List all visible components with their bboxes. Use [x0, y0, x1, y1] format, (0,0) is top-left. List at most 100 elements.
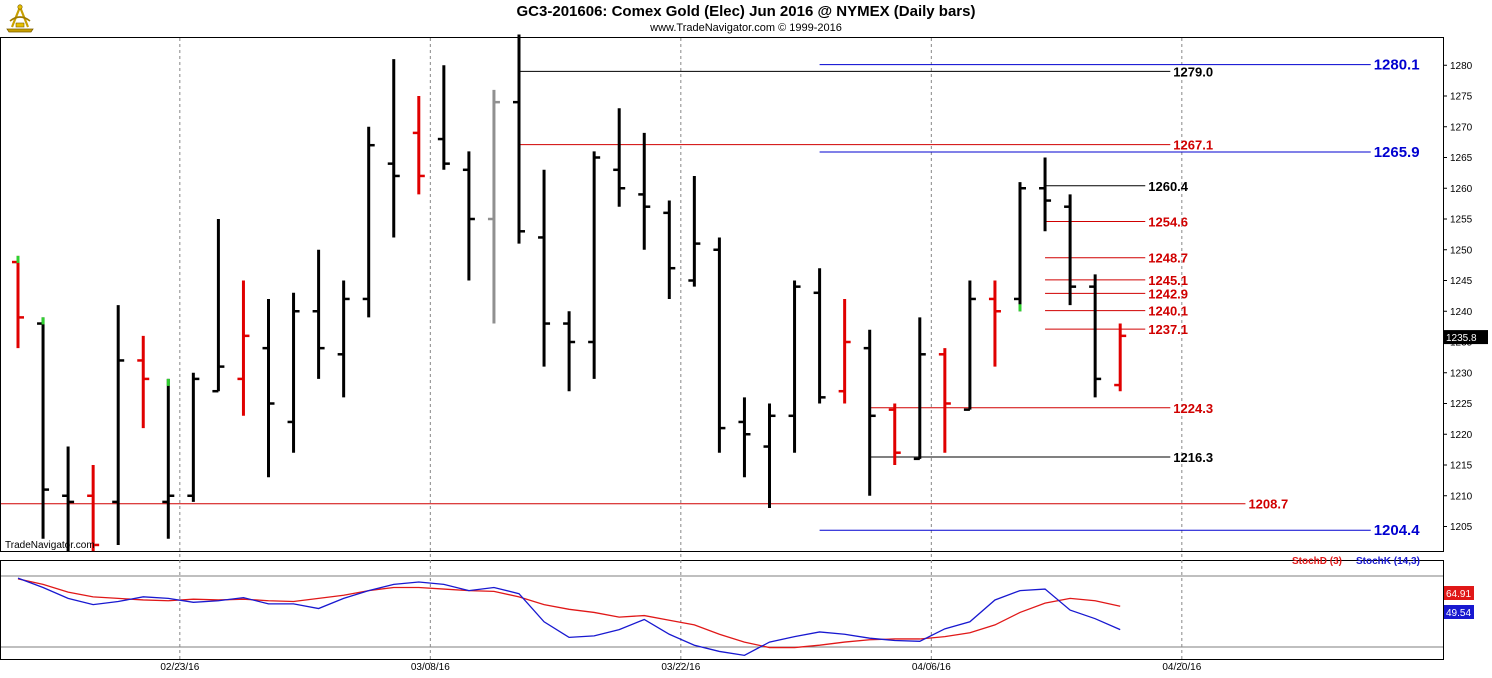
- level-label: 1254.6: [1148, 214, 1188, 229]
- stoch-last-label: 49.54: [1446, 608, 1471, 619]
- legend-stochk: StochK (14,3): [1356, 556, 1420, 567]
- level-label: 1248.7: [1148, 251, 1188, 266]
- ohlc-bar: [37, 317, 50, 539]
- ohlc-bar: [287, 292, 300, 453]
- x-tick-label: 04/20/16: [1162, 662, 1201, 673]
- y-tick-label: 1275: [1450, 92, 1473, 103]
- level-label: 1237.1: [1148, 322, 1188, 337]
- ohlc-bar: [863, 329, 876, 496]
- level-label: 1267.1: [1173, 138, 1213, 153]
- ohlc-bar: [838, 298, 851, 404]
- level-label: 1240.1: [1148, 304, 1188, 319]
- y-tick-label: 1225: [1450, 399, 1473, 410]
- level-label: 1260.4: [1148, 179, 1189, 194]
- ohlc-bar: [212, 219, 225, 393]
- watermark: TradeNavigator.com: [5, 540, 95, 551]
- ohlc-bar: [1064, 194, 1077, 306]
- y-tick-label: 1230: [1450, 368, 1473, 379]
- price-panel-frame: [0, 37, 1444, 552]
- level-label: 1208.7: [1248, 497, 1288, 512]
- y-tick-label: 1265: [1450, 153, 1473, 164]
- chart-subtitle: www.TradeNavigator.com © 1999-2016: [650, 22, 842, 34]
- ohlc-bar: [137, 335, 150, 429]
- y-tick-label: 1260: [1450, 184, 1473, 195]
- ohlc-bar: [688, 175, 701, 287]
- ohlc-bar: [538, 169, 551, 367]
- stoch-last-box: [1444, 586, 1474, 600]
- ohlc-bar: [938, 348, 951, 453]
- last-price-box: [1444, 330, 1488, 345]
- chart-title: GC3-201606: Comex Gold (Elec) Jun 2016 @…: [516, 3, 976, 20]
- level-label: 1216.3: [1173, 450, 1213, 465]
- bar-marker: [1018, 304, 1022, 312]
- ohlc-bar: [312, 249, 325, 379]
- ohlc-bar: [237, 280, 250, 416]
- y-tick-label: 1270: [1450, 122, 1473, 133]
- level-label: 1265.9: [1374, 144, 1420, 161]
- ohlc-bar: [62, 446, 75, 552]
- ohlc-bar: [738, 397, 751, 478]
- bar-marker: [16, 255, 20, 263]
- sextant-logo-icon: [6, 4, 34, 33]
- last-price-label: 1235.8: [1446, 333, 1477, 344]
- level-label: 1242.9: [1148, 286, 1188, 301]
- stoch-last-label: 64.91: [1446, 589, 1471, 600]
- ohlc-bar: [337, 280, 350, 398]
- legend-stochd: StochD (3): [1292, 556, 1342, 567]
- level-label: 1279.0: [1173, 64, 1213, 79]
- bar-marker: [166, 378, 170, 386]
- ohlc-bar: [588, 151, 601, 379]
- ohlc-bar: [162, 378, 175, 539]
- x-tick-label: 03/22/16: [661, 662, 700, 673]
- ohlc-bar: [988, 280, 1001, 367]
- y-tick-label: 1255: [1450, 215, 1473, 226]
- bar-marker: [41, 317, 45, 325]
- y-tick-label: 1210: [1450, 491, 1473, 502]
- y-tick-label: 1245: [1450, 276, 1473, 287]
- ohlc-bar: [888, 403, 901, 465]
- stochd-line: [17, 578, 1121, 649]
- ohlc-bar: [1014, 182, 1026, 312]
- ohlc-bar: [788, 280, 801, 453]
- ohlc-bar: [1114, 323, 1127, 392]
- level-label: 1224.3: [1173, 401, 1213, 416]
- stoch-last-box: [1444, 605, 1474, 619]
- y-tick-label: 1205: [1450, 522, 1473, 533]
- stoch-panel-frame: [0, 560, 1444, 660]
- ohlc-bar: [87, 465, 100, 552]
- level-label: 1245.1: [1148, 273, 1188, 288]
- ohlc-bar: [387, 59, 400, 238]
- ohlc-bar: [362, 126, 375, 318]
- ohlc-bar: [412, 96, 425, 195]
- ohlc-bar: [713, 237, 726, 453]
- x-tick-label: 02/23/16: [160, 662, 199, 673]
- y-tick-label: 1215: [1450, 461, 1473, 472]
- ohlc-bar: [563, 311, 576, 392]
- y-tick-label: 1280: [1450, 61, 1473, 72]
- ohlc-bar: [12, 255, 24, 349]
- y-tick-label: 1220: [1450, 430, 1473, 441]
- ohlc-bar: [437, 65, 450, 170]
- ohlc-bar: [513, 34, 525, 244]
- ohlc-bar: [487, 89, 500, 324]
- level-label: 1280.1: [1374, 57, 1420, 74]
- ohlc-bar: [112, 305, 125, 545]
- ohlc-bar: [613, 108, 626, 207]
- ohlc-bar: [638, 132, 651, 250]
- ohlc-bar: [462, 151, 475, 281]
- stochk-line: [17, 577, 1121, 657]
- ohlc-bar: [963, 280, 976, 411]
- ohlc-bar: [663, 200, 676, 299]
- ohlc-bar: [1089, 274, 1102, 398]
- ohlc-bar: [813, 268, 826, 404]
- level-label: 1204.4: [1374, 522, 1421, 539]
- ohlc-bar: [187, 372, 200, 502]
- ohlc-bar: [913, 317, 926, 461]
- ohlc-bar: [1039, 157, 1052, 232]
- ohlc-bar: [763, 403, 776, 509]
- x-tick-label: 04/06/16: [912, 662, 951, 673]
- ohlc-bar: [262, 298, 275, 478]
- x-tick-label: 03/08/16: [411, 662, 450, 673]
- y-tick-label: 1250: [1450, 245, 1473, 256]
